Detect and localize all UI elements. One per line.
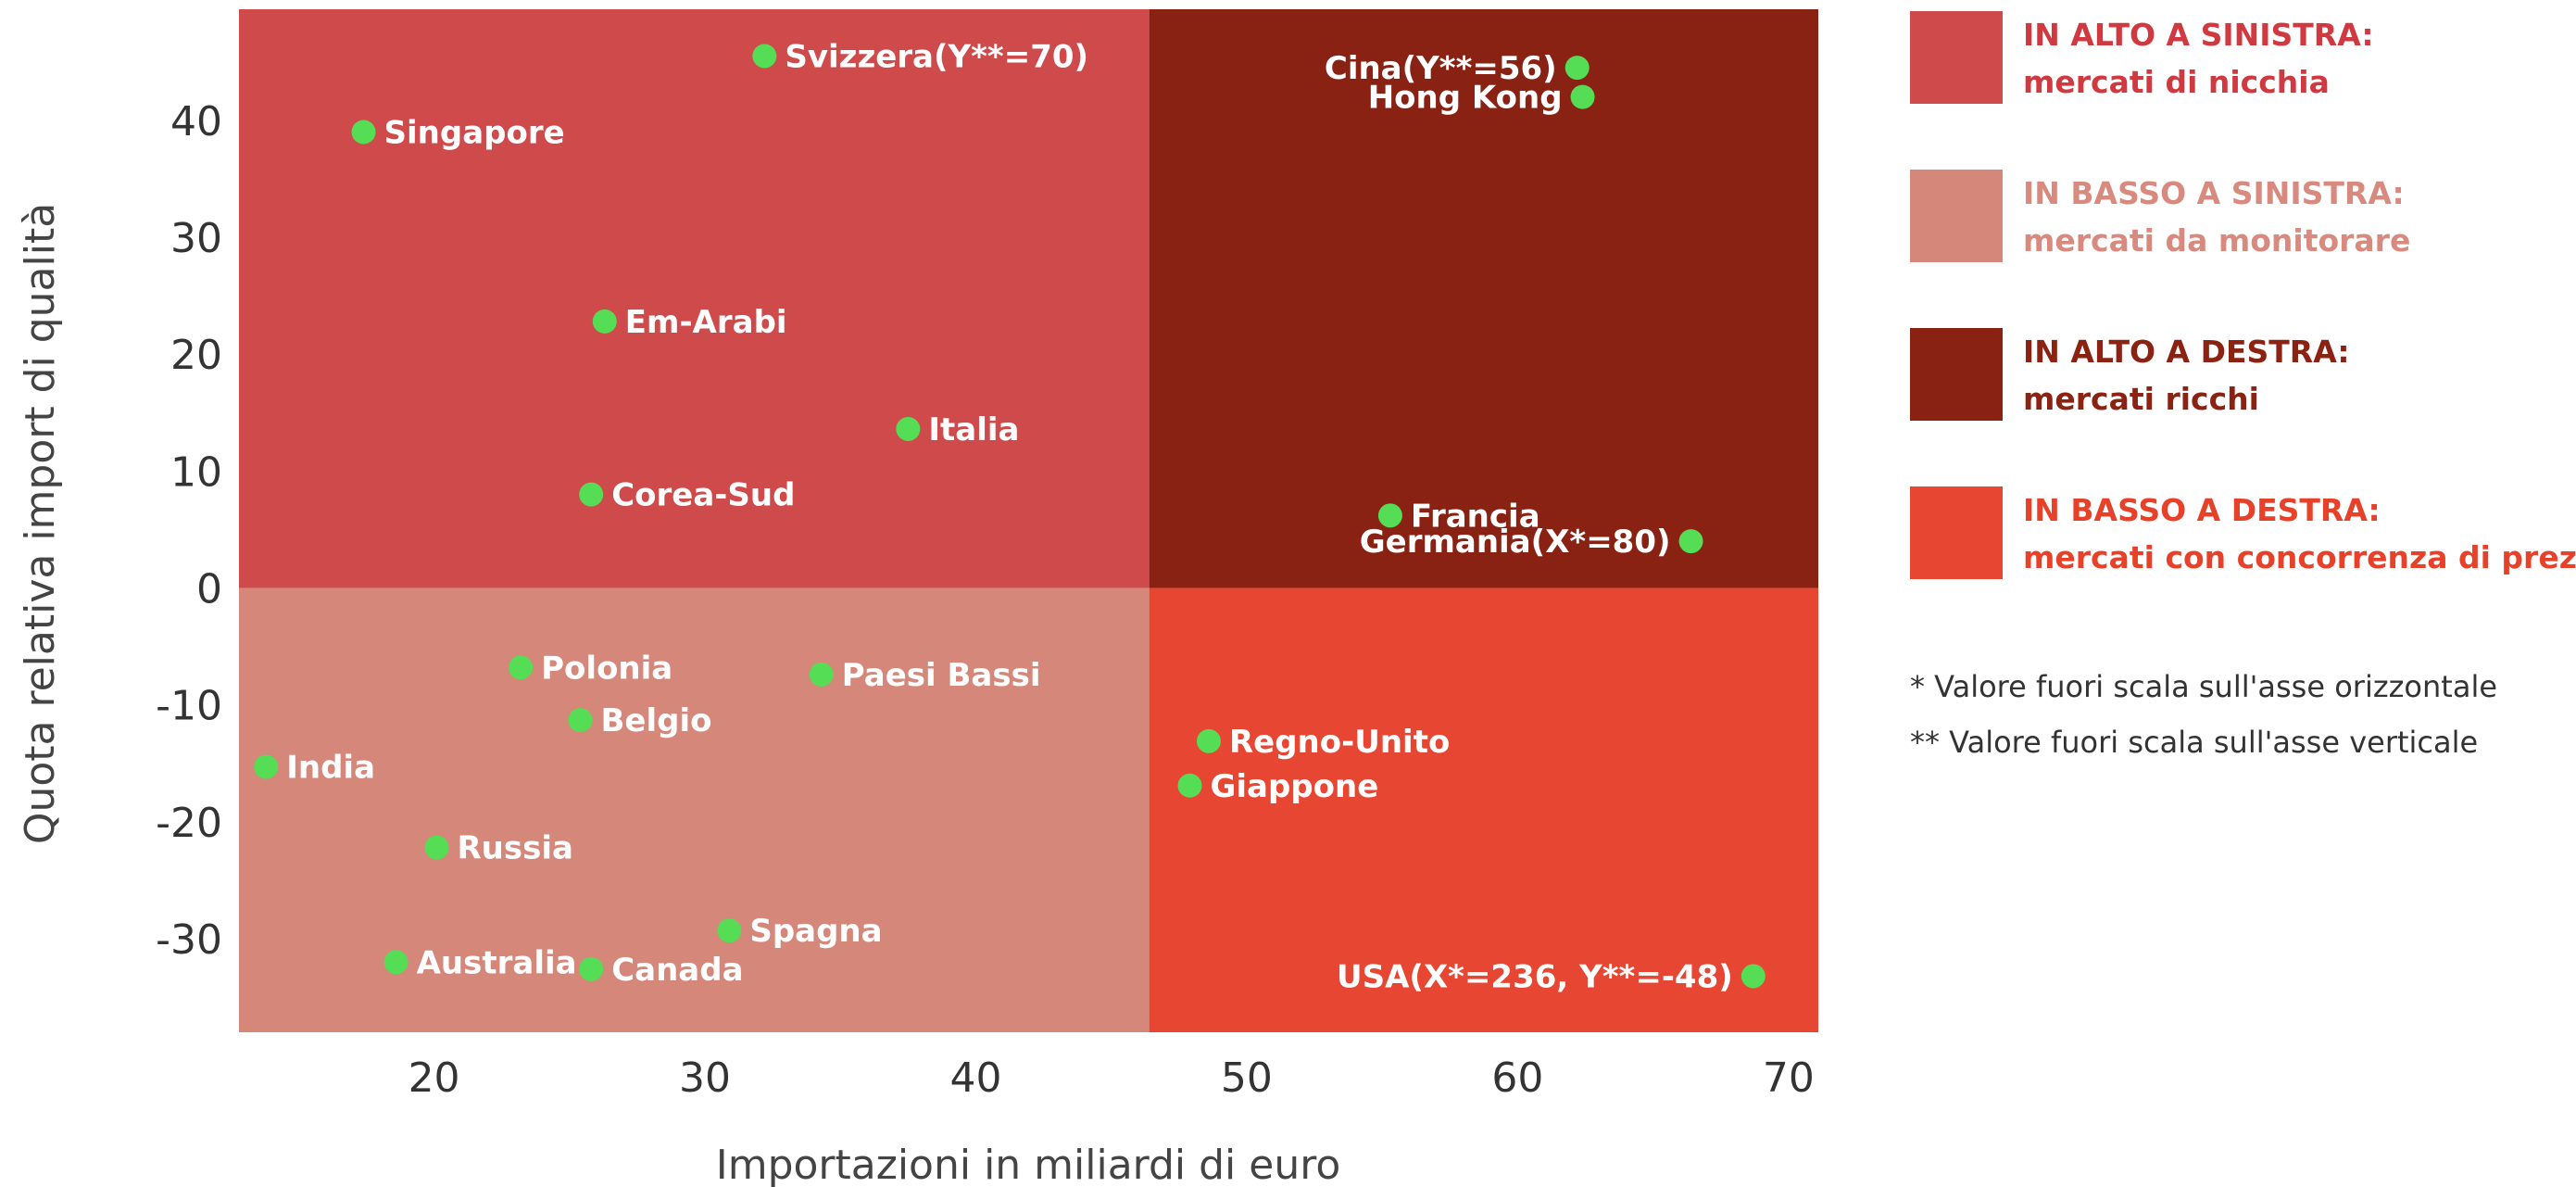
x-tick-label: 20 — [408, 1054, 460, 1102]
data-point — [424, 835, 449, 860]
data-point-label: Paesi Bassi — [842, 657, 1041, 694]
legend-swatch — [1910, 170, 2003, 262]
legend-title: IN BASSO A DESTRA: — [2023, 492, 2381, 528]
x-tick-label: 30 — [679, 1054, 731, 1102]
footnote: * Valore fuori scala sull'asse orizzonta… — [1910, 669, 2497, 704]
data-point-label: Russia — [457, 830, 572, 867]
data-point-label: Italia — [928, 411, 1019, 448]
quadrant-bottom-right — [1149, 587, 1818, 1032]
legend: IN ALTO A SINISTRA: mercati di nicchia IN … — [1910, 11, 2576, 579]
legend-title: IN ALTO A DESTRA: — [2023, 334, 2350, 370]
y-tick-label: 30 — [170, 215, 222, 262]
data-point-label: Svizzera(Y**=70) — [785, 38, 1088, 75]
x-tick-label: 70 — [1763, 1054, 1815, 1102]
data-point-label: Polonia — [541, 650, 672, 687]
quadrant-backgrounds — [239, 9, 1818, 1032]
data-point — [351, 120, 376, 145]
data-point-label: Belgio — [600, 702, 711, 739]
data-point — [509, 655, 534, 680]
data-point — [809, 662, 834, 687]
data-point-label: Giappone — [1211, 768, 1379, 805]
y-tick-label: -10 — [156, 683, 222, 730]
footnotes: * Valore fuori scala sull'asse orizzonta… — [1910, 669, 2497, 760]
y-axis-ticks: 40 30 20 10 0 -10 -20 -30 — [156, 98, 222, 964]
x-tick-label: 40 — [949, 1054, 1001, 1102]
legend-subtitle: mercati ricchi — [2023, 381, 2259, 417]
data-point-label: Germania(X*=80) — [1360, 524, 1671, 561]
x-tick-label: 50 — [1221, 1054, 1273, 1102]
data-point — [579, 482, 604, 507]
data-point-label: Cina(Y**=56) — [1325, 50, 1557, 87]
data-point-label: Australia — [417, 944, 577, 981]
legend-swatch — [1910, 486, 2003, 579]
data-point-label: Singapore — [384, 114, 565, 151]
legend-title: IN BASSO A SINISTRA: — [2023, 175, 2405, 211]
data-point-label: Hong Kong — [1368, 80, 1563, 117]
x-axis-ticks: 20 30 40 50 60 70 — [408, 1054, 1815, 1102]
data-point — [1570, 84, 1595, 109]
y-tick-label: 10 — [170, 448, 222, 496]
data-point — [254, 754, 279, 779]
data-point — [1177, 773, 1202, 798]
data-point — [1564, 56, 1590, 81]
data-point-label: USA(X*=236, Y**=-48) — [1337, 958, 1733, 995]
y-tick-label: -30 — [156, 916, 222, 964]
data-point-label: Corea-Sud — [611, 477, 795, 514]
data-point-label: Francia — [1411, 498, 1540, 535]
legend-swatch — [1910, 11, 2003, 104]
y-tick-label: 40 — [170, 98, 222, 145]
data-point — [383, 950, 408, 975]
y-axis-title: Quota relativa import di qualità — [17, 203, 64, 844]
data-point-label: Em-Arabi — [625, 304, 787, 341]
data-point-label: Canada — [611, 952, 743, 989]
data-point-label: Spagna — [749, 913, 882, 950]
data-point — [1196, 728, 1221, 753]
data-point — [896, 416, 921, 441]
data-point-label: Regno-Unito — [1229, 724, 1450, 761]
data-point-label: India — [286, 750, 375, 787]
legend-title: IN ALTO A SINISTRA: — [2023, 17, 2374, 53]
data-point — [592, 309, 617, 334]
data-points: Svizzera(Y**=70) Singapore Em-Arabi Italia C… — [254, 38, 1766, 995]
legend-subtitle: mercati con concorrenza di prezzo — [2023, 539, 2576, 575]
data-point — [752, 44, 777, 69]
data-point — [717, 918, 742, 943]
x-axis-title: Importazioni in miliardi di euro — [716, 1142, 1341, 1187]
data-point — [1740, 964, 1766, 989]
y-tick-label: 20 — [170, 332, 222, 379]
footnote: ** Valore fuori scala sull'asse vertical… — [1910, 725, 2478, 760]
data-point — [1678, 529, 1703, 554]
quadrant-top-left — [239, 9, 1150, 588]
data-point — [568, 708, 593, 733]
quadrant-top-right — [1149, 9, 1818, 588]
y-tick-label: 0 — [196, 566, 222, 613]
legend-subtitle: mercati di nicchia — [2023, 64, 2330, 100]
data-point — [579, 956, 604, 981]
legend-swatch — [1910, 328, 2003, 421]
y-tick-label: -20 — [156, 800, 222, 847]
legend-subtitle: mercati da monitorare — [2023, 222, 2410, 259]
x-tick-label: 60 — [1491, 1054, 1543, 1102]
data-point — [1377, 503, 1402, 528]
